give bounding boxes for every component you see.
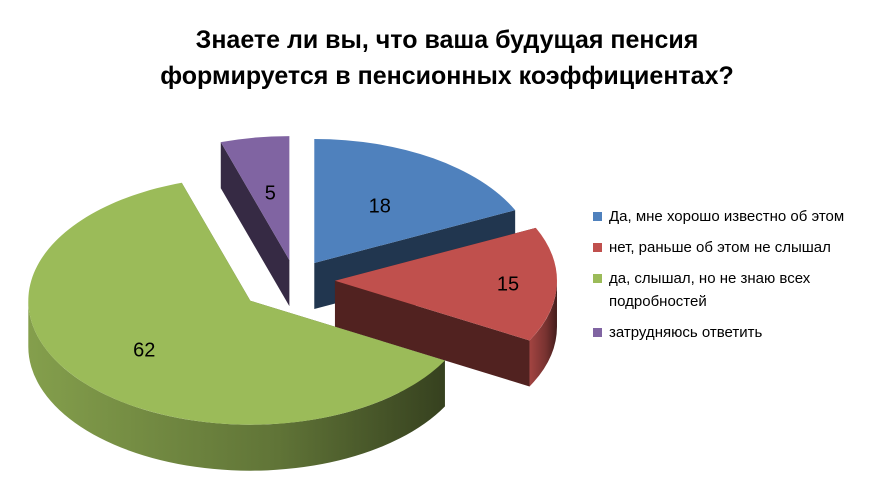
legend-label-hard-to-answer: затрудняюсь ответить <box>609 324 763 341</box>
pie-slice-hard-to-answer <box>220 136 290 307</box>
data-label-known: 18 <box>369 195 391 217</box>
pie-slice-side <box>529 280 557 387</box>
pie-slice-top <box>220 136 290 261</box>
legend-label-not-heard: нет, раньше об этом не слышал <box>609 239 831 256</box>
chart-title: Знаете ли вы, что ваша будущая пенсия фо… <box>0 22 894 94</box>
legend-label-heard-no-details: да, слышал, но не знаю всех подробностей <box>609 270 811 310</box>
legend-item-known: Да, мне хорошо известно об этом <box>593 205 853 228</box>
pie-slice-not-heard <box>334 227 557 387</box>
legend-swatch-heard-no-details <box>593 274 602 283</box>
legend-item-heard-no-details: да, слышал, но не знаю всех подробностей <box>593 267 853 313</box>
legend-item-hard-to-answer: затрудняюсь ответить <box>593 321 853 344</box>
chart-legend: Да, мне хорошо известно об этом нет, ран… <box>593 205 853 352</box>
legend-swatch-known <box>593 212 602 221</box>
legend-swatch-not-heard <box>593 243 602 252</box>
pie-slice-heard-no-details <box>28 182 445 471</box>
pie-slice-side <box>28 300 445 471</box>
chart-title-line-2: формируется в пенсионных коэффициентах? <box>160 62 734 90</box>
data-label-not-heard: 15 <box>497 274 519 296</box>
data-label-heard-no-details: 62 <box>133 340 155 362</box>
pie-slice-wall <box>220 142 290 307</box>
legend-swatch-hard-to-answer <box>593 328 602 337</box>
pie-slice-top <box>334 227 557 341</box>
pie-slice-top <box>314 138 516 263</box>
chart-title-line-1: Знаете ли вы, что ваша будущая пенсия <box>195 26 699 54</box>
legend-label-known: Да, мне хорошо известно об этом <box>609 208 845 225</box>
legend-item-not-heard: нет, раньше об этом не слышал <box>593 236 853 259</box>
pie-slice-top <box>28 182 445 425</box>
pie-slice-wall <box>334 280 530 387</box>
data-label-hard-to-answer: 5 <box>265 183 276 205</box>
